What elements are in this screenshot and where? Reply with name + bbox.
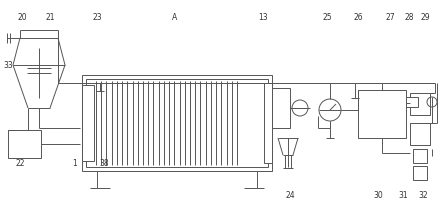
Text: 22: 22 [15,158,25,167]
Text: 20: 20 [17,13,27,23]
Bar [272,88,290,128]
Text: 24: 24 [285,190,295,200]
Bar [82,75,272,171]
Bar [413,166,427,180]
Text: 29: 29 [420,13,430,23]
Text: 38: 38 [99,158,109,167]
Bar [8,130,41,158]
Bar [413,149,427,163]
Text: 23: 23 [92,13,102,23]
Text: 28: 28 [404,13,414,23]
Text: 32: 32 [418,190,428,200]
Bar [410,123,430,145]
Text: 27: 27 [385,13,395,23]
Bar [86,79,268,167]
Text: 13: 13 [258,13,268,23]
Bar [82,85,94,161]
Text: 21: 21 [45,13,55,23]
Bar [264,83,272,163]
Bar [406,97,418,107]
Bar [410,93,430,115]
Text: 26: 26 [353,13,363,23]
Text: A: A [172,13,178,23]
Text: 31: 31 [398,190,408,200]
Text: 1: 1 [73,158,78,167]
Text: 25: 25 [322,13,332,23]
Text: 33: 33 [3,60,13,69]
Bar [358,90,406,138]
Text: 30: 30 [373,190,383,200]
